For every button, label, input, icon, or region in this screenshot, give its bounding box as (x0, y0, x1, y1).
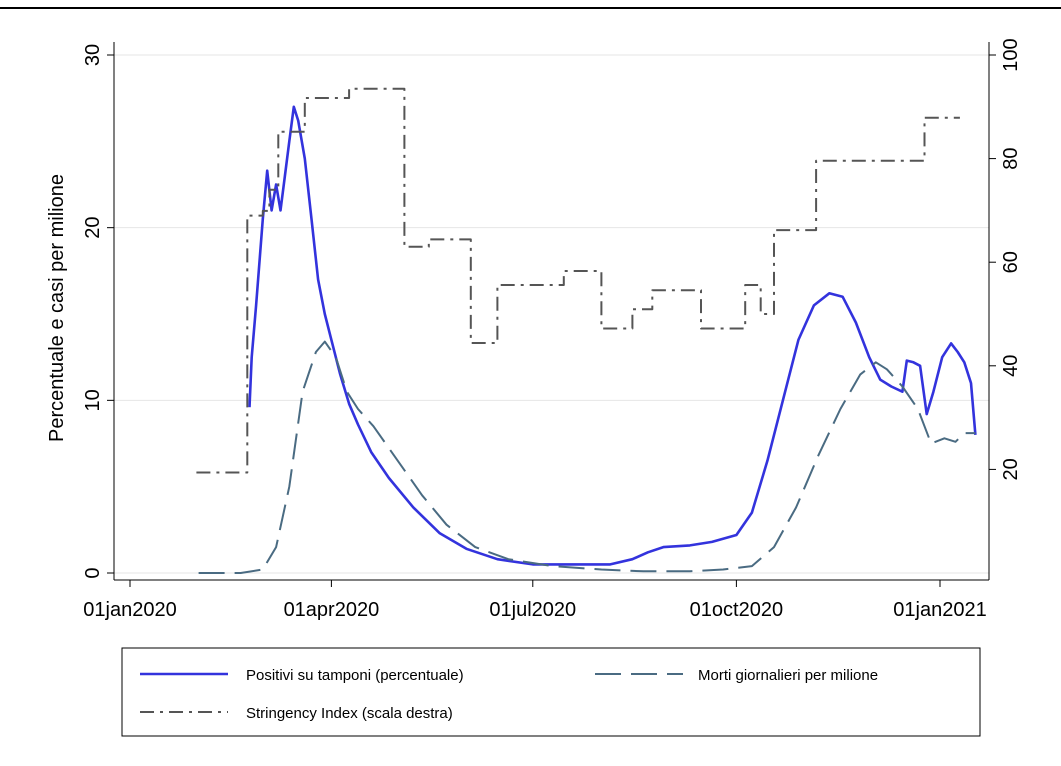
x-tick-label: 01jan2021 (893, 599, 986, 621)
y-axis-title: Percentuale e casi per milione (46, 174, 68, 442)
y-tick-label-right: 20 (1000, 458, 1022, 480)
plot-background (114, 42, 989, 580)
x-tick-label: 01jan2020 (83, 599, 176, 621)
y-tick-label-left: 30 (82, 44, 104, 66)
legend-label-stringency: Stringency Index (scala destra) (246, 705, 453, 722)
series-line-2 (196, 87, 960, 474)
series-line-1 (198, 340, 976, 574)
gridlines (114, 54, 989, 574)
y-tick-label-right: 80 (1000, 147, 1022, 169)
y-tick-label-left: 0 (82, 567, 104, 578)
x-tick-label: 01oct2020 (690, 599, 783, 621)
legend-label-positivi: Positivi su tamponi (percentuale) (246, 667, 464, 684)
y-tick-label-left: 20 (82, 217, 104, 239)
y-tick-label-right: 100 (1000, 38, 1022, 71)
x-tick-label: 01apr2020 (284, 599, 380, 621)
y-tick-label-left: 10 (82, 389, 104, 411)
legend-box (121, 647, 981, 737)
legend: Positivi su tamponi (percentuale) Morti … (121, 647, 981, 737)
y-tick-label-right: 60 (1000, 251, 1022, 273)
legend-label-morti: Morti giornalieri per milione (698, 667, 878, 684)
x-tick-label: 01jul2020 (489, 599, 576, 621)
axes: 0 10 20 30 20 40 60 80 100 01jan2020 01apr2020 01ju… (82, 38, 1022, 621)
series-line-0 (248, 105, 977, 566)
y-tick-label-right: 40 (1000, 355, 1022, 377)
series-layer (196, 87, 977, 574)
